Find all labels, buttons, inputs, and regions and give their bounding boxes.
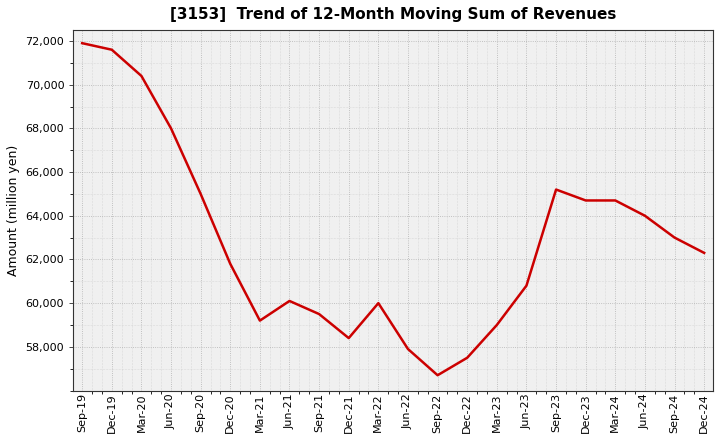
Y-axis label: Amount (million yen): Amount (million yen) [7,145,20,276]
Title: [3153]  Trend of 12-Month Moving Sum of Revenues: [3153] Trend of 12-Month Moving Sum of R… [170,7,616,22]
